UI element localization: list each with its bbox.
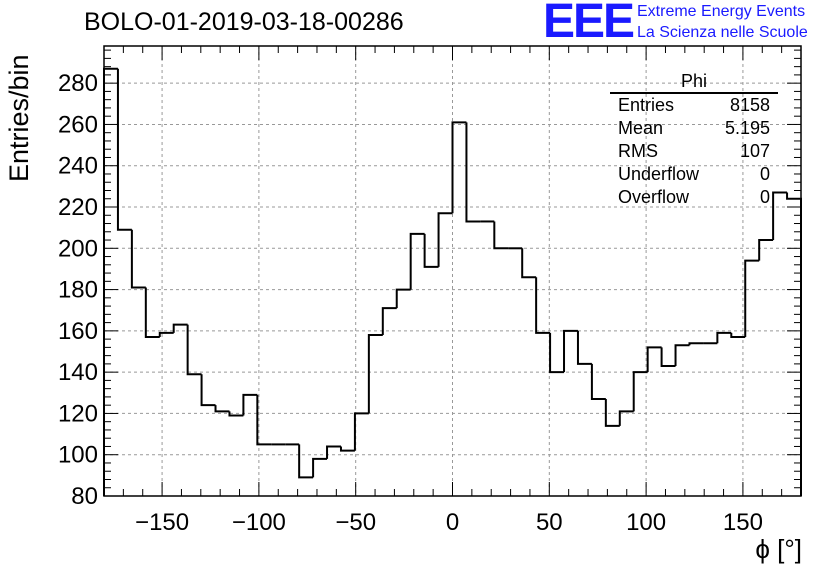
x-tick-label: −150: [135, 509, 189, 536]
histogram-bin: [465, 122, 481, 223]
y-tick-label: 280: [58, 70, 98, 97]
stats-label: Mean: [618, 118, 664, 138]
stats-row-rms: RMS 107: [610, 140, 778, 163]
histogram-bin: [214, 405, 230, 413]
stats-value: 0: [759, 187, 770, 207]
histogram-bin: [130, 229, 146, 289]
histogram-bin: [563, 329, 578, 373]
histogram-bin: [758, 239, 774, 261]
eee-logo: EEE: [543, 0, 635, 48]
histogram-bin: [242, 393, 258, 416]
histogram-bin: [186, 324, 202, 376]
histogram-bin: [353, 412, 369, 451]
histogram-bin: [674, 344, 690, 366]
stats-value: 8158: [729, 95, 770, 115]
stats-label: Overflow: [618, 187, 690, 207]
stats-row-mean: Mean 5.195: [610, 117, 778, 140]
y-tick-label: 160: [58, 318, 98, 345]
y-tick-label: 80: [71, 483, 98, 510]
stats-value: 0: [759, 164, 770, 184]
histogram-bin: [381, 307, 397, 335]
x-tick-label: 0: [446, 509, 459, 536]
histogram-bin: [493, 221, 509, 250]
x-tick-label: 150: [723, 509, 763, 536]
histogram-bin: [604, 398, 620, 427]
stats-row-overflow: Overflow 0: [610, 186, 778, 209]
histogram-bin: [395, 288, 411, 309]
y-tick-label: 140: [58, 359, 98, 386]
histogram-bin: [576, 330, 592, 365]
histogram-bin: [744, 259, 760, 338]
histogram-bin: [632, 371, 648, 412]
histogram-bin: [298, 444, 314, 479]
x-tick-label: −50: [335, 509, 376, 536]
histogram-bin: [590, 363, 606, 400]
histogram-bin: [144, 287, 160, 339]
y-tick-label: 100: [58, 442, 98, 469]
histogram-bin: [535, 277, 551, 334]
logo-line-1: Extreme Energy Events: [637, 3, 806, 20]
x-tick-label: −100: [232, 509, 286, 536]
x-tick-label: 50: [536, 509, 563, 536]
histogram-bin: [228, 411, 244, 417]
y-tick-label: 180: [58, 277, 98, 304]
histogram-bin: [326, 445, 341, 459]
stats-label: Entries: [618, 95, 675, 115]
histogram-bin: [716, 331, 732, 344]
histogram-bin: [312, 457, 328, 478]
histogram-bin: [339, 446, 355, 452]
x-tick-label: 100: [626, 509, 666, 536]
stats-label: RMS: [618, 141, 658, 161]
stats-title: Phi: [610, 70, 778, 94]
stats-row-entries: Entries 8158: [610, 94, 778, 117]
histogram-bin: [730, 332, 746, 339]
stats-box: Phi Entries 8158 Mean 5.195 RMS 107 Unde…: [610, 70, 778, 209]
histogram-bin: [116, 68, 132, 231]
histogram-bin: [646, 346, 662, 373]
chart-title: BOLO-01-2019-03-18-00286: [84, 8, 404, 36]
histogram-bin: [688, 342, 704, 346]
x-axis-label: ϕ [°]: [755, 534, 802, 564]
histogram-bin: [172, 323, 188, 333]
logo-line-2: La Scienza nelle Scuole: [637, 24, 808, 41]
y-tick-label: 260: [58, 111, 98, 138]
histogram-bin: [451, 121, 467, 214]
histogram-bin: [521, 248, 537, 279]
stats-value: 107: [739, 141, 770, 161]
histogram-bin: [158, 331, 174, 338]
histogram-bin: [772, 191, 788, 241]
histogram-bin: [549, 332, 565, 374]
y-tick-label: 220: [58, 194, 98, 221]
histogram-bin: [200, 374, 216, 407]
histogram-bin: [786, 192, 802, 496]
histogram-bin: [423, 233, 439, 268]
histogram-bin: [256, 394, 272, 446]
stats-value: 5.195: [724, 118, 770, 138]
y-tick-label: 240: [58, 153, 98, 180]
histogram-bin: [367, 333, 383, 414]
histogram-bin: [660, 347, 676, 367]
histogram-bin: [437, 212, 453, 267]
histogram-bin: [618, 410, 634, 426]
y-axis-label: Entries/bin: [4, 54, 34, 182]
stats-label: Underflow: [618, 164, 700, 184]
axes: −150 −100 −50 0 50 100 150 80 100 120 140 160 180 200…: [58, 45, 802, 536]
histogram-bin: [409, 232, 425, 290]
y-tick-label: 120: [58, 400, 98, 427]
stats-row-underflow: Underflow 0: [610, 163, 778, 186]
y-tick-label: 200: [58, 235, 98, 262]
